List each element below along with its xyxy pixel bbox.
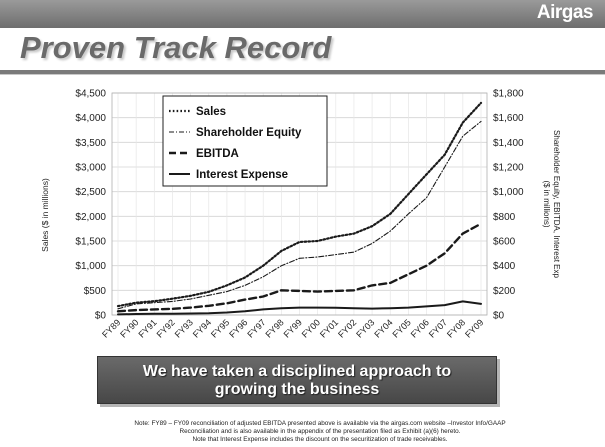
banner-line-2: growing the business [214,381,380,398]
x-tick-label: FY01 [318,317,340,339]
x-tick-label: FY02 [336,317,358,339]
x-axis-ticks: FY89FY90FY91FY92FY93FY94FY95FY96FY97FY98… [100,317,485,339]
y-tick-label: $3,500 [75,138,106,149]
legend-label: Sales [196,106,226,118]
x-tick-label: FY00 [300,317,322,339]
x-tick-label: FY09 [463,317,485,339]
y2-tick-label: $1,600 [493,113,524,124]
y2-tick-label: $800 [493,212,516,223]
plot-frame [111,92,488,316]
left-axis-ticks: $0 $500 $1,000 $1,500 $2,000 $2,500 $3,000 $3,5… [75,89,106,322]
legend-box [162,95,328,187]
track-record-chart: $0 $500 $1,000 $1,500 $2,000 $2,500 $3,000 $3,5… [40,89,561,340]
series-line-interest-expense [117,300,482,316]
y-tick-label: $4,000 [75,113,106,124]
x-tick-label: FY99 [282,317,304,339]
y2-tick-label: $600 [493,237,516,248]
banner-line-1: We have taken a disciplined approach to [142,363,452,380]
y2-tick-label: $1,800 [493,89,524,100]
y-tick-label: $500 [84,286,107,297]
x-tick-label: FY95 [209,317,231,339]
footnote-line-3: Note that Interest Expense includes the … [192,436,448,444]
x-tick-label: FY91 [136,317,158,339]
message-banner: We have taken a disciplined approach to … [97,356,497,404]
y-tick-label: $3,000 [75,163,106,174]
series-line-ebitda [116,222,483,313]
y2-tick-label: $1,400 [493,138,524,149]
x-tick-label: FY06 [409,317,431,339]
x-tick-label: FY96 [227,317,249,339]
x-tick-label: FY90 [118,317,140,339]
x-tick-label: FY07 [427,317,449,339]
airgas-logo: Airgas [536,2,594,23]
y-tick-label: $1,500 [75,237,106,248]
footnote: Note: FY89 – FY09 reconciliation of adju… [60,420,580,445]
y2-tick-label: $200 [493,286,516,297]
series-line-sales [116,101,483,308]
legend-label: EBITDA [196,148,239,160]
title-divider-shadow [0,74,605,75]
y2-tick-label: $1,200 [493,163,524,174]
x-tick-label: FY03 [354,317,376,339]
right-axis-ticks: $0 $200 $400 $600 $800 $1,000 $1,200 $1,400 $1,6… [493,89,524,322]
x-tick-label: FY98 [263,317,285,339]
title-divider [0,70,605,74]
y2-tick-label: $0 [493,311,505,322]
y-tick-label: $2,500 [75,187,106,198]
legend-label: Shareholder Equity [196,127,302,139]
right-axis-label: Shareholder Equity, EBITDA, Interest Exp… [542,130,561,278]
footnote-line-1: Note: FY89 – FY09 reconciliation of adju… [134,420,506,427]
y-tick-label: $0 [95,311,107,322]
x-tick-label: FY92 [155,317,177,339]
footnote-line-2: Reconciliation and is also available in … [179,428,461,436]
x-tick-label: FY97 [245,317,267,339]
x-tick-label: FY05 [391,317,413,339]
right-axis-label-line: Shareholder Equity, EBITDA, Interest Exp [552,130,561,278]
x-tick-label: FY04 [372,317,394,339]
x-tick-label: FY08 [445,317,467,339]
y2-tick-label: $1,000 [493,187,524,198]
series-line-shareholder-equity [117,120,482,310]
page-title: Proven Track Record [20,30,332,65]
y-tick-label: $1,000 [75,261,106,272]
left-axis-label: Sales ($ in millions) [40,178,50,252]
chart-legend: Sales Shareholder Equity EBITDA Interest Ex… [162,95,328,187]
top-banner: Airgas [0,0,605,28]
y-tick-label: $4,500 [75,89,106,100]
legend-label: Interest Expense [196,169,288,181]
y-tick-label: $2,000 [75,212,106,223]
y2-tick-label: $400 [493,261,516,272]
x-tick-label: FY93 [173,317,195,339]
x-tick-label: FY94 [191,317,213,339]
chart-series-lines [116,101,483,316]
right-axis-label-line: ($ in millions) [542,180,551,227]
